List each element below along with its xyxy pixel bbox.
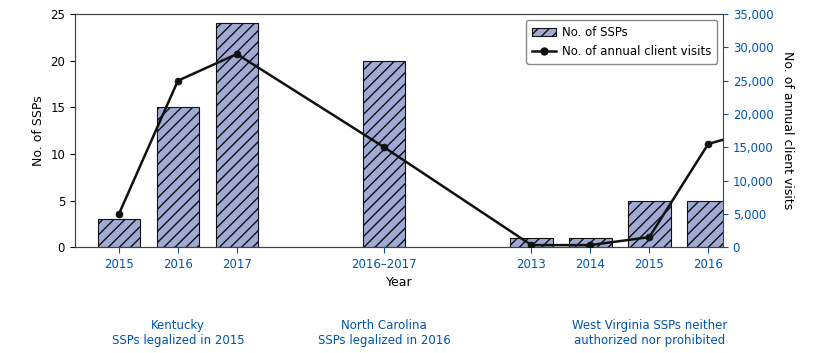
X-axis label: Year: Year [386,276,412,289]
Text: North Carolina
SSPs legalized in 2016: North Carolina SSPs legalized in 2016 [317,319,450,347]
Bar [510,238,553,247]
Bar [746,163,789,247]
Legend: No. of SSPs, No. of annual client visits: No. of SSPs, No. of annual client visits [526,20,717,64]
Y-axis label: No. of annual client visits: No. of annual client visits [781,52,794,210]
Y-axis label: No. of SSPs: No. of SSPs [32,95,45,166]
Bar [363,61,406,247]
Bar [687,201,730,247]
Text: Kentucky
SSPs legalized in 2015: Kentucky SSPs legalized in 2015 [111,319,244,347]
Bar [98,219,140,247]
Bar [628,201,671,247]
Bar [157,107,199,247]
Bar [569,238,612,247]
Bar [215,23,258,247]
Text: West Virginia SSPs neither
authorized nor prohibited: West Virginia SSPs neither authorized no… [572,319,727,347]
